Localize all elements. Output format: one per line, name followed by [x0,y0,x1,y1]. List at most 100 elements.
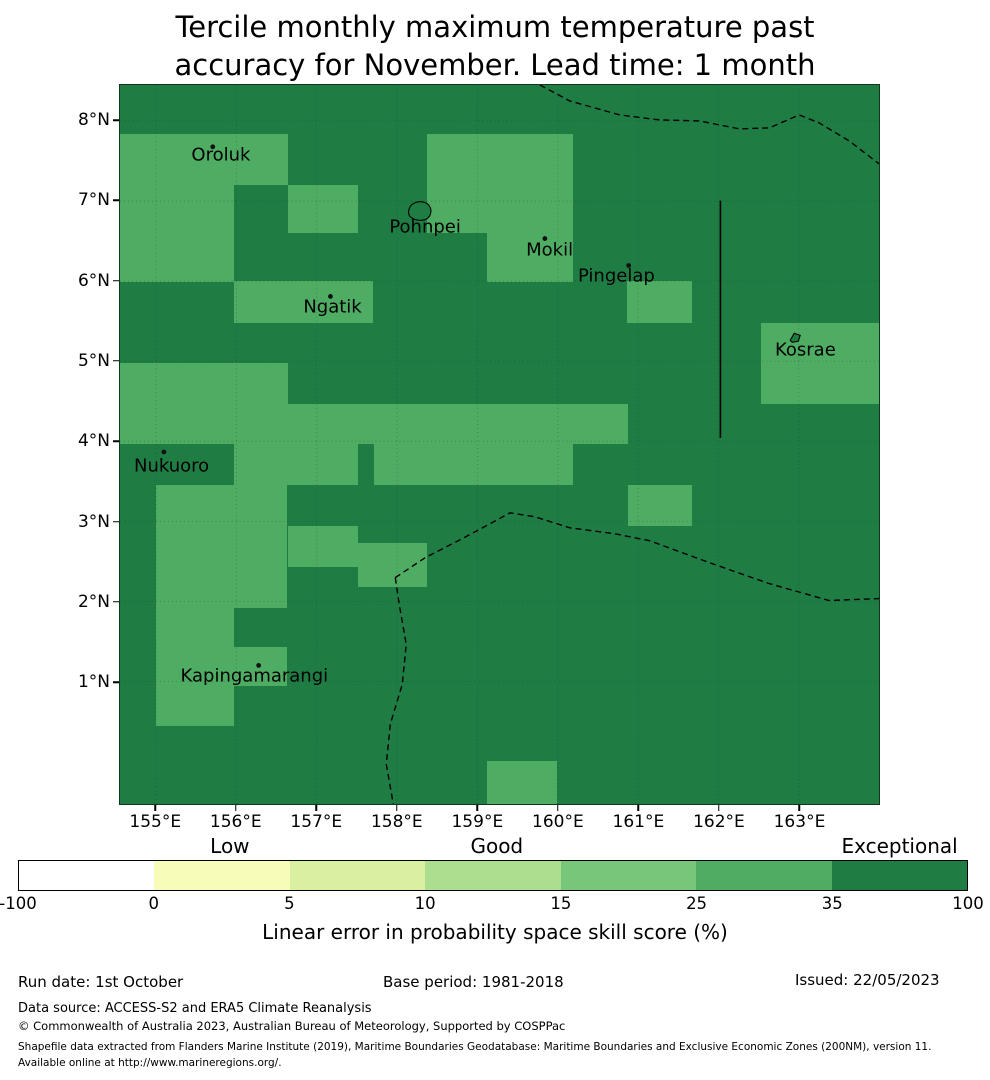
y-tick-label: 4°N [77,431,110,452]
colorbar-axis-label: Linear error in probability space skill … [262,920,728,944]
grid-cell [287,184,358,234]
x-tick-mark [396,805,398,811]
grid-cell [627,281,692,323]
grid-cell [120,184,234,282]
grid-cell [120,362,288,405]
place-label-pingelap: Pingelap [577,265,655,287]
pohnpei-island-outline [408,201,432,221]
x-tick-mark [718,805,720,811]
copyright-text: © Commonwealth of Australia 2023, Austra… [18,1019,566,1033]
map-area: Oroluk Pohnpei Mokil Pingelap Ngatik Kosrae Nu… [119,84,880,805]
x-tick-mark [557,805,559,811]
place-label-kosrae: Kosrae [774,339,836,361]
x-tick-label: 157°E [290,812,343,832]
x-tick-mark [154,805,156,811]
chart-title-line1: Tercile monthly maximum temperature past [175,10,815,44]
x-tick-label: 156°E [209,812,262,832]
y-tick-label: 7°N [77,190,110,211]
grid-cell [287,525,358,567]
x-tick-mark [798,805,801,811]
y-tick-label: 1°N [77,672,110,693]
colorbar-segment [560,861,697,890]
colorbar-segment [19,861,155,890]
base-period-text: Base period: 1981-2018 [383,973,564,991]
colorbar-tick-label: 15 [550,894,572,913]
shapefile-note-text: Shapefile data extracted from Flanders M… [18,1041,932,1070]
y-tick-label: 2°N [77,591,110,612]
chart-title: Tercile monthly maximum temperature past… [0,8,990,84]
y-tick-label: 5°N [77,350,110,371]
eez-boundary-dashed [539,85,879,165]
place-label-mokil: Mokil [526,239,574,261]
x-axis-tick-marks [119,805,880,811]
place-label-nukuoro: Nukuoro [134,455,210,477]
grid-cell [761,322,879,404]
grid-cell [233,443,358,485]
x-tick-mark [476,805,479,811]
eez-boundary-dashed [385,577,407,804]
grid-cell [487,760,558,804]
y-tick-mark [113,440,119,443]
run-date-text: Run date: 1st October [18,973,184,991]
colorbar-segment [696,861,832,890]
colorbar-category-low: Low [210,834,250,858]
y-tick-label: 6°N [77,270,110,291]
x-tick-mark [235,805,237,811]
atoll-marker [626,263,632,268]
colorbar-category-exceptional: Exceptional [841,834,958,858]
atoll-marker [542,236,548,241]
grid-cell [627,484,692,526]
grid-cell [155,686,234,726]
atoll-marker [256,662,262,668]
place-label-oroluk: Oroluk [191,144,251,166]
colorbar-category-labels: Low Good Exceptional [18,832,968,858]
y-tick-mark [113,199,119,202]
y-tick-mark [113,601,119,603]
colorbar-tick-label: 0 [148,894,159,913]
colorbar-segment [425,861,561,890]
colorbar-segment [289,861,426,890]
y-axis-tick-marks [113,84,119,805]
grid-cell [373,443,574,485]
x-tick-mark [315,805,318,811]
grid-cell [155,484,287,687]
x-tick-label: 160°E [532,812,584,832]
colorbar-tick-labels: -100 0 5 10 15 25 35 100 [0,894,984,914]
colorbar-segment [154,861,290,890]
colorbar-category-good: Good [470,834,524,858]
colorbar-tick-label: 25 [686,894,708,913]
atoll-marker [210,144,216,150]
colorbar-tick-label: 5 [284,894,295,913]
grid-cell [120,404,628,444]
map-overlay [120,85,879,804]
kosrae-island-outline [789,332,801,343]
place-label-kapingamarangi: Kapingamarangi [180,665,329,687]
grid-cell [427,133,574,185]
x-tick-label: 161°E [612,812,665,832]
x-tick-mark [637,805,640,811]
place-label-pohnpei: Pohnpei [389,216,461,238]
colorbar-tick-label: 10 [414,894,436,913]
y-tick-mark [113,279,119,282]
y-tick-label: 3°N [77,511,110,532]
y-tick-mark [113,360,119,362]
x-tick-label: 158°E [370,812,423,832]
colorbar-segment [831,861,967,890]
grid-cell [233,281,374,323]
grid-cell [357,543,428,587]
x-tick-label: 155°E [129,812,182,832]
eez-boundary-dashed [394,512,879,602]
x-tick-label: 163°E [773,812,826,832]
grid-cell [120,133,288,185]
atoll-marker [161,449,167,455]
x-tick-label: 159°E [451,812,504,832]
data-source-text: Data source: ACCESS-S2 and ERA5 Climate … [18,1001,372,1016]
y-tick-label: 8°N [77,110,110,131]
x-axis-labels: 155°E 156°E 157°E 158°E 159°E 160°E 161°E 162°E… [119,812,880,834]
x-tick-label: 162°E [693,812,745,832]
chart-title-line2: accuracy for November. Lead time: 1 mont… [174,48,816,82]
grid-cell [487,184,574,282]
colorbar-tick-label: -100 [0,894,37,913]
y-tick-mark [113,520,119,523]
